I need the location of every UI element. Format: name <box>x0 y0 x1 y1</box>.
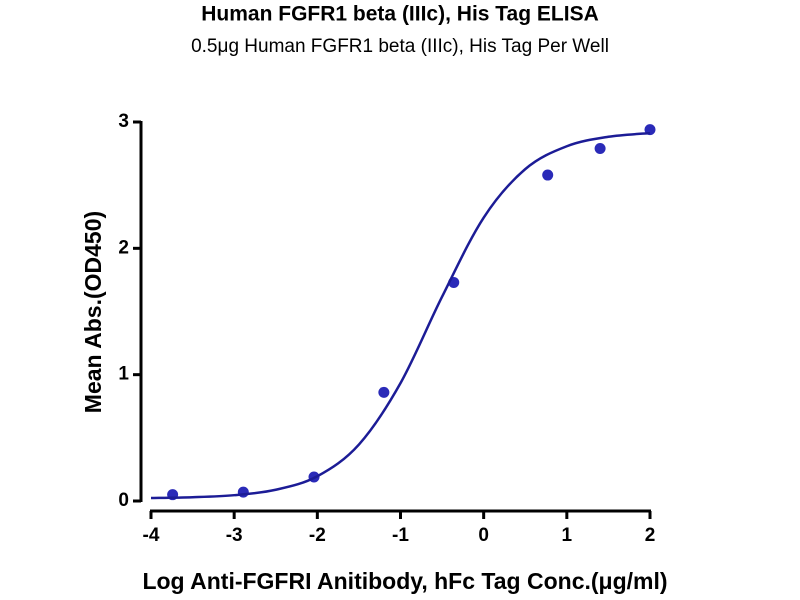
x-tick-label: -2 <box>309 525 326 546</box>
data-point <box>237 486 249 498</box>
chart-subtitle: 0.5μg Human FGFR1 beta (IIIc), His Tag P… <box>191 36 609 57</box>
y-tick-label: 3 <box>118 111 129 132</box>
data-point <box>542 169 554 181</box>
y-tick-label: 0 <box>118 490 129 511</box>
x-tick-label: 1 <box>562 525 573 546</box>
fit-curve <box>150 131 651 500</box>
data-point <box>378 386 390 398</box>
y-tick-label: 1 <box>118 364 129 385</box>
chart-title: Human FGFR1 beta (IIIc), His Tag ELISA <box>201 3 599 26</box>
y-tick-label: 2 <box>118 237 129 258</box>
y-axis-label: Mean Abs.(OD450) <box>80 211 106 413</box>
x-tick-label: -1 <box>392 525 409 546</box>
x-axis-label: Log Anti-FGFRI Anitibody, hFc Tag Conc.(… <box>142 568 667 594</box>
x-tick-label: 2 <box>645 525 656 546</box>
data-point <box>594 143 606 155</box>
x-tick-label: -4 <box>143 525 160 546</box>
x-tick-label: -3 <box>226 525 243 546</box>
x-tick-label: 0 <box>478 525 489 546</box>
